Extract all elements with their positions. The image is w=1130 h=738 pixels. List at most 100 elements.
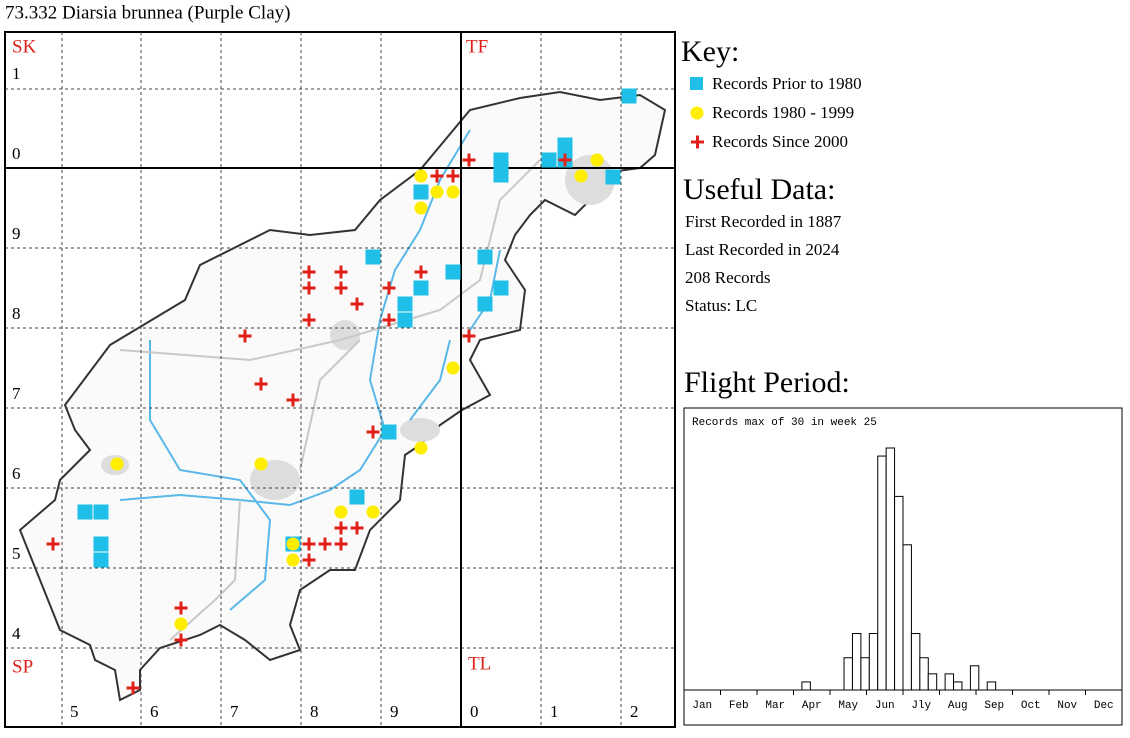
records xyxy=(46,88,637,695)
month-label: Jly xyxy=(911,700,931,712)
record-pre-1980 xyxy=(557,137,573,153)
legend-circle xyxy=(690,106,704,120)
record-since-2000 xyxy=(46,537,60,551)
record-since-2000 xyxy=(430,169,444,183)
month-label: Nov xyxy=(1057,700,1077,712)
useful-line: Status: LC xyxy=(685,296,757,315)
record-1980-1999 xyxy=(174,617,188,631)
record-since-2000 xyxy=(350,521,364,535)
square-label: TF xyxy=(466,36,488,57)
grid-label: 7 xyxy=(12,384,21,403)
flight-heading: Flight Period: xyxy=(684,366,850,399)
record-1980-1999 xyxy=(110,457,124,471)
record-pre-1980 xyxy=(93,552,109,568)
record-since-2000 xyxy=(446,169,460,183)
month-label: Aug xyxy=(948,700,968,712)
grid-label: 6 xyxy=(150,702,159,721)
grid-label: 5 xyxy=(12,544,21,563)
legend-entry: Records Since 2000 xyxy=(712,132,848,151)
record-1980-1999 xyxy=(414,441,428,455)
useful-heading: Useful Data: xyxy=(683,173,835,206)
title: 73.332 Diarsia brunnea (Purple Clay) xyxy=(5,2,290,23)
square-label: SP xyxy=(12,656,33,677)
chart: Jan Feb Mar Apr May Jun Jly Aug Sep Oct Nov Dec xyxy=(684,447,1122,712)
record-1980-1999 xyxy=(366,505,380,519)
square-label: SK xyxy=(12,36,37,57)
record-since-2000 xyxy=(318,537,332,551)
bar xyxy=(927,673,938,691)
record-since-2000 xyxy=(174,601,188,615)
record-since-2000 xyxy=(382,281,396,295)
record-since-2000 xyxy=(462,329,476,343)
key-heading: Key: xyxy=(681,35,739,68)
bar xyxy=(851,633,862,691)
record-since-2000 xyxy=(334,521,348,535)
record-pre-1980 xyxy=(493,280,509,296)
record-1980-1999 xyxy=(334,505,348,519)
grid-label: 1 xyxy=(550,702,559,721)
record-1980-1999 xyxy=(254,457,268,471)
grid-label: 4 xyxy=(12,624,21,643)
grid-label: 5 xyxy=(70,702,79,721)
bar xyxy=(986,681,997,691)
record-since-2000 xyxy=(302,537,316,551)
record-1980-1999 xyxy=(414,169,428,183)
record-since-2000 xyxy=(350,297,364,311)
record-1980-1999 xyxy=(286,553,300,567)
record-since-2000 xyxy=(334,281,348,295)
record-pre-1980 xyxy=(397,312,413,328)
useful-line: First Recorded in 1887 xyxy=(685,212,842,231)
record-since-2000 xyxy=(254,377,268,391)
record-1980-1999 xyxy=(414,201,428,215)
record-since-2000 xyxy=(238,329,252,343)
record-pre-1980 xyxy=(93,536,109,552)
record-since-2000 xyxy=(302,281,316,295)
month-label: May xyxy=(838,700,858,712)
month-label: Oct xyxy=(1021,700,1041,712)
record-pre-1980 xyxy=(413,280,429,296)
bar xyxy=(894,495,904,691)
record-pre-1980 xyxy=(349,489,365,505)
month-label: Feb xyxy=(729,700,749,712)
record-1980-1999 xyxy=(590,153,604,167)
record-pre-1980 xyxy=(413,184,429,200)
month-label: Apr xyxy=(802,700,822,712)
chart-title: Records max of 30 in week 25 xyxy=(692,417,877,429)
record-1980-1999 xyxy=(446,361,460,375)
legend-entry: Records 1980 - 1999 xyxy=(712,103,854,122)
county-outline xyxy=(18,90,667,702)
grid-label: 9 xyxy=(12,224,21,243)
bar xyxy=(902,544,912,691)
grid-label: 8 xyxy=(12,304,21,323)
grid-label: 0 xyxy=(470,702,479,721)
month-label: Mar xyxy=(765,700,785,712)
legend-square xyxy=(690,77,703,90)
bar xyxy=(919,657,929,691)
bar xyxy=(910,633,921,691)
record-1980-1999 xyxy=(286,537,300,551)
bar xyxy=(944,673,955,691)
record-since-2000 xyxy=(286,393,300,407)
grid-label: 2 xyxy=(630,702,639,721)
record-pre-1980 xyxy=(493,167,509,183)
useful-line: Last Recorded in 2024 xyxy=(685,240,840,259)
record-since-2000 xyxy=(382,313,396,327)
record-since-2000 xyxy=(302,265,316,279)
bar xyxy=(801,681,811,691)
grid-label: 0 xyxy=(12,144,21,163)
bar xyxy=(953,681,963,691)
record-since-2000 xyxy=(462,153,476,167)
useful-line: 208 Records xyxy=(685,268,770,287)
legend-entry: Records Prior to 1980 xyxy=(712,74,862,93)
record-since-2000 xyxy=(302,553,316,567)
grid-label: 1 xyxy=(12,64,21,83)
record-pre-1980 xyxy=(477,249,493,265)
bar xyxy=(868,633,879,691)
square-label: TL xyxy=(468,653,491,674)
record-pre-1980 xyxy=(381,424,397,440)
record-pre-1980 xyxy=(493,152,509,168)
roads xyxy=(119,159,541,641)
record-1980-1999 xyxy=(446,185,460,199)
